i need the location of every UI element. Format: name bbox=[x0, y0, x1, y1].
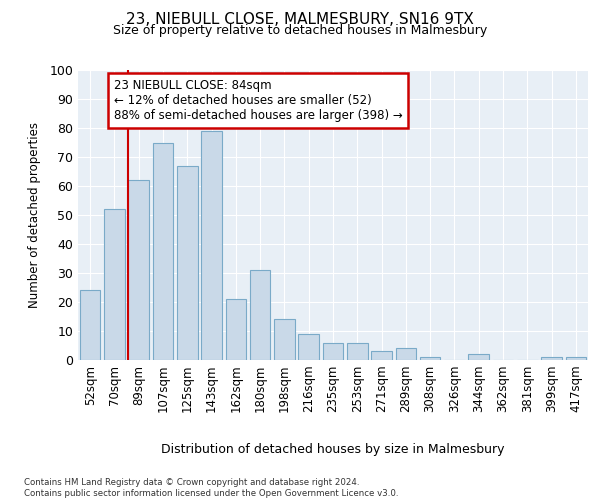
Bar bbox=[177, 166, 197, 360]
Bar bbox=[80, 290, 100, 360]
Text: 23, NIEBULL CLOSE, MALMESBURY, SN16 9TX: 23, NIEBULL CLOSE, MALMESBURY, SN16 9TX bbox=[126, 12, 474, 28]
Bar bbox=[104, 209, 125, 360]
Text: Contains HM Land Registry data © Crown copyright and database right 2024.
Contai: Contains HM Land Registry data © Crown c… bbox=[24, 478, 398, 498]
Bar bbox=[541, 357, 562, 360]
Bar bbox=[323, 342, 343, 360]
Bar bbox=[371, 352, 392, 360]
Bar bbox=[128, 180, 149, 360]
Bar bbox=[566, 357, 586, 360]
Bar bbox=[469, 354, 489, 360]
Bar bbox=[250, 270, 271, 360]
Bar bbox=[274, 320, 295, 360]
Bar bbox=[152, 142, 173, 360]
Bar bbox=[420, 357, 440, 360]
Y-axis label: Number of detached properties: Number of detached properties bbox=[28, 122, 41, 308]
Text: Size of property relative to detached houses in Malmesbury: Size of property relative to detached ho… bbox=[113, 24, 487, 37]
Text: Distribution of detached houses by size in Malmesbury: Distribution of detached houses by size … bbox=[161, 442, 505, 456]
Bar bbox=[298, 334, 319, 360]
Bar bbox=[395, 348, 416, 360]
Bar bbox=[226, 299, 246, 360]
Bar bbox=[347, 342, 368, 360]
Bar bbox=[201, 131, 222, 360]
Text: 23 NIEBULL CLOSE: 84sqm
← 12% of detached houses are smaller (52)
88% of semi-de: 23 NIEBULL CLOSE: 84sqm ← 12% of detache… bbox=[114, 78, 403, 122]
